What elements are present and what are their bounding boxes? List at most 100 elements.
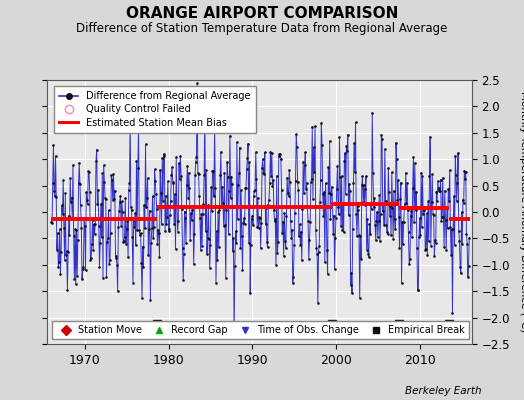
- Text: Difference of Station Temperature Data from Regional Average: Difference of Station Temperature Data f…: [77, 22, 447, 35]
- Point: [273, 250, 281, 256]
- Point: [302, 180, 311, 186]
- Point: [246, 290, 254, 296]
- Point: [185, 185, 194, 191]
- Point: [137, 260, 146, 266]
- Point: [226, 132, 234, 139]
- Point: [243, 154, 252, 161]
- Point: [270, 218, 279, 224]
- Point: [214, 208, 222, 215]
- Point: [338, 227, 346, 234]
- Point: [409, 185, 417, 192]
- Point: [165, 228, 173, 234]
- Point: [201, 102, 209, 108]
- Point: [306, 219, 314, 225]
- Point: [319, 212, 328, 219]
- Point: [274, 239, 282, 245]
- Point: [212, 280, 220, 286]
- Point: [414, 287, 422, 293]
- Text: Berkeley Earth: Berkeley Earth: [406, 386, 482, 396]
- Point: [144, 175, 152, 181]
- Point: [348, 290, 356, 296]
- Point: [334, 204, 342, 210]
- Point: [136, 232, 144, 238]
- Point: [259, 170, 268, 176]
- Point: [95, 222, 103, 229]
- Point: [220, 170, 228, 176]
- Point: [329, 231, 337, 238]
- Point: [100, 162, 108, 168]
- Point: [118, 208, 127, 215]
- Point: [237, 233, 246, 239]
- Point: [344, 132, 352, 138]
- Point: [367, 200, 375, 206]
- Point: [209, 168, 217, 174]
- Point: [257, 220, 266, 226]
- Point: [412, 188, 420, 195]
- Point: [438, 214, 446, 220]
- Point: [361, 202, 369, 208]
- Point: [103, 239, 111, 246]
- Point: [83, 197, 91, 204]
- Point: [373, 209, 381, 215]
- Point: [252, 149, 260, 156]
- Point: [178, 245, 187, 252]
- Y-axis label: Monthly Temperature Anomaly Difference (°C): Monthly Temperature Anomaly Difference (…: [519, 91, 524, 333]
- Point: [201, 228, 210, 234]
- Point: [277, 156, 285, 162]
- Point: [57, 248, 66, 255]
- Point: [311, 123, 319, 129]
- Point: [376, 238, 384, 244]
- Point: [121, 195, 129, 202]
- Point: [402, 200, 411, 206]
- Point: [351, 169, 359, 176]
- Point: [453, 198, 461, 204]
- Point: [316, 176, 325, 183]
- Point: [282, 213, 291, 219]
- Point: [461, 176, 469, 183]
- Point: [63, 287, 72, 293]
- Point: [73, 272, 81, 279]
- Point: [79, 263, 88, 270]
- Point: [62, 252, 70, 258]
- Point: [409, 154, 418, 160]
- Point: [299, 159, 308, 166]
- Point: [210, 193, 218, 199]
- Point: [171, 191, 179, 198]
- Point: [175, 160, 183, 166]
- Point: [216, 172, 224, 178]
- Point: [331, 266, 339, 273]
- Point: [173, 228, 182, 235]
- Point: [254, 194, 262, 201]
- Point: [226, 194, 235, 201]
- Point: [183, 163, 192, 169]
- Point: [263, 239, 271, 246]
- Point: [276, 151, 285, 158]
- Point: [197, 211, 205, 218]
- Point: [218, 184, 226, 190]
- Point: [270, 207, 278, 214]
- Point: [124, 254, 132, 261]
- Point: [125, 187, 133, 193]
- Point: [386, 212, 394, 219]
- Point: [389, 236, 397, 242]
- Point: [163, 214, 171, 220]
- Point: [138, 295, 146, 302]
- Point: [339, 201, 347, 207]
- Point: [420, 204, 429, 210]
- Point: [434, 178, 442, 184]
- Point: [53, 246, 61, 253]
- Point: [303, 203, 312, 210]
- Point: [393, 197, 401, 203]
- Point: [395, 213, 403, 220]
- Point: [129, 279, 137, 286]
- Point: [193, 80, 201, 86]
- Point: [359, 198, 367, 205]
- Point: [350, 140, 358, 146]
- Point: [268, 183, 277, 189]
- Point: [296, 242, 304, 248]
- Point: [411, 207, 420, 214]
- Point: [450, 193, 458, 200]
- Point: [446, 223, 455, 230]
- Point: [169, 180, 178, 186]
- Point: [123, 218, 132, 224]
